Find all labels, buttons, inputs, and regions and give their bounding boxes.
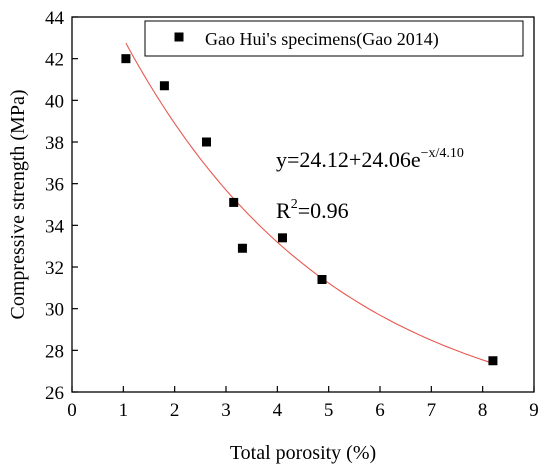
x-tick-label: 6 [375,400,385,421]
x-tick-label: 2 [170,400,180,421]
data-point [277,233,287,243]
plot-frame [71,16,535,393]
y-tick-label: 38 [45,133,64,154]
y-tick-label: 34 [45,216,65,237]
x-tick-label: 3 [221,400,231,421]
y-tick-label: 36 [45,175,64,196]
data-point [237,243,247,253]
y-tick-label: 44 [45,8,65,29]
data-point [317,275,327,284]
legend-marker [174,32,184,42]
x-tick-label: 7 [427,400,437,421]
legend-label: Gao Hui's specimens(Gao 2014) [205,29,439,50]
y-tick-label: 40 [45,91,64,112]
y-tick-label: 26 [45,383,64,404]
x-tick-label: 1 [119,400,129,421]
x-tick-label: 8 [478,400,488,421]
data-points [121,54,498,366]
fit-equation-exponent: −x/4.10 [421,146,464,161]
x-tick-label: 0 [67,400,77,421]
y-tick-label: 32 [45,258,64,279]
y-tick-label: 28 [45,341,64,362]
legend: Gao Hui's specimens(Gao 2014) [144,20,524,57]
data-point [159,81,169,91]
x-tick-label: 9 [529,400,539,421]
data-point [229,197,239,207]
r-squared-label: R2=0.96 [276,197,349,223]
x-tick-label: 5 [324,400,334,421]
legend-box [144,20,524,57]
r-squared-superscript: 2 [291,197,298,212]
fit-equation-main: y=24.12+24.06e [276,147,421,172]
y-axis-title: Compressive strength (MPa) [7,90,29,320]
data-point [121,54,131,64]
fit-curve [125,42,494,364]
r-squared-value: =0.96 [298,198,349,223]
fit-curve-group [125,42,494,364]
r-squared-prefix: R [276,198,291,223]
y-tick-label: 30 [45,300,64,321]
x-axis-title: Total porosity (%) [230,442,376,464]
data-point [488,356,498,366]
x-tick-label: 4 [273,400,283,421]
y-tick-label: 42 [45,50,64,71]
data-point [201,137,211,147]
fit-equation: y=24.12+24.06e−x/4.10 [276,146,464,172]
